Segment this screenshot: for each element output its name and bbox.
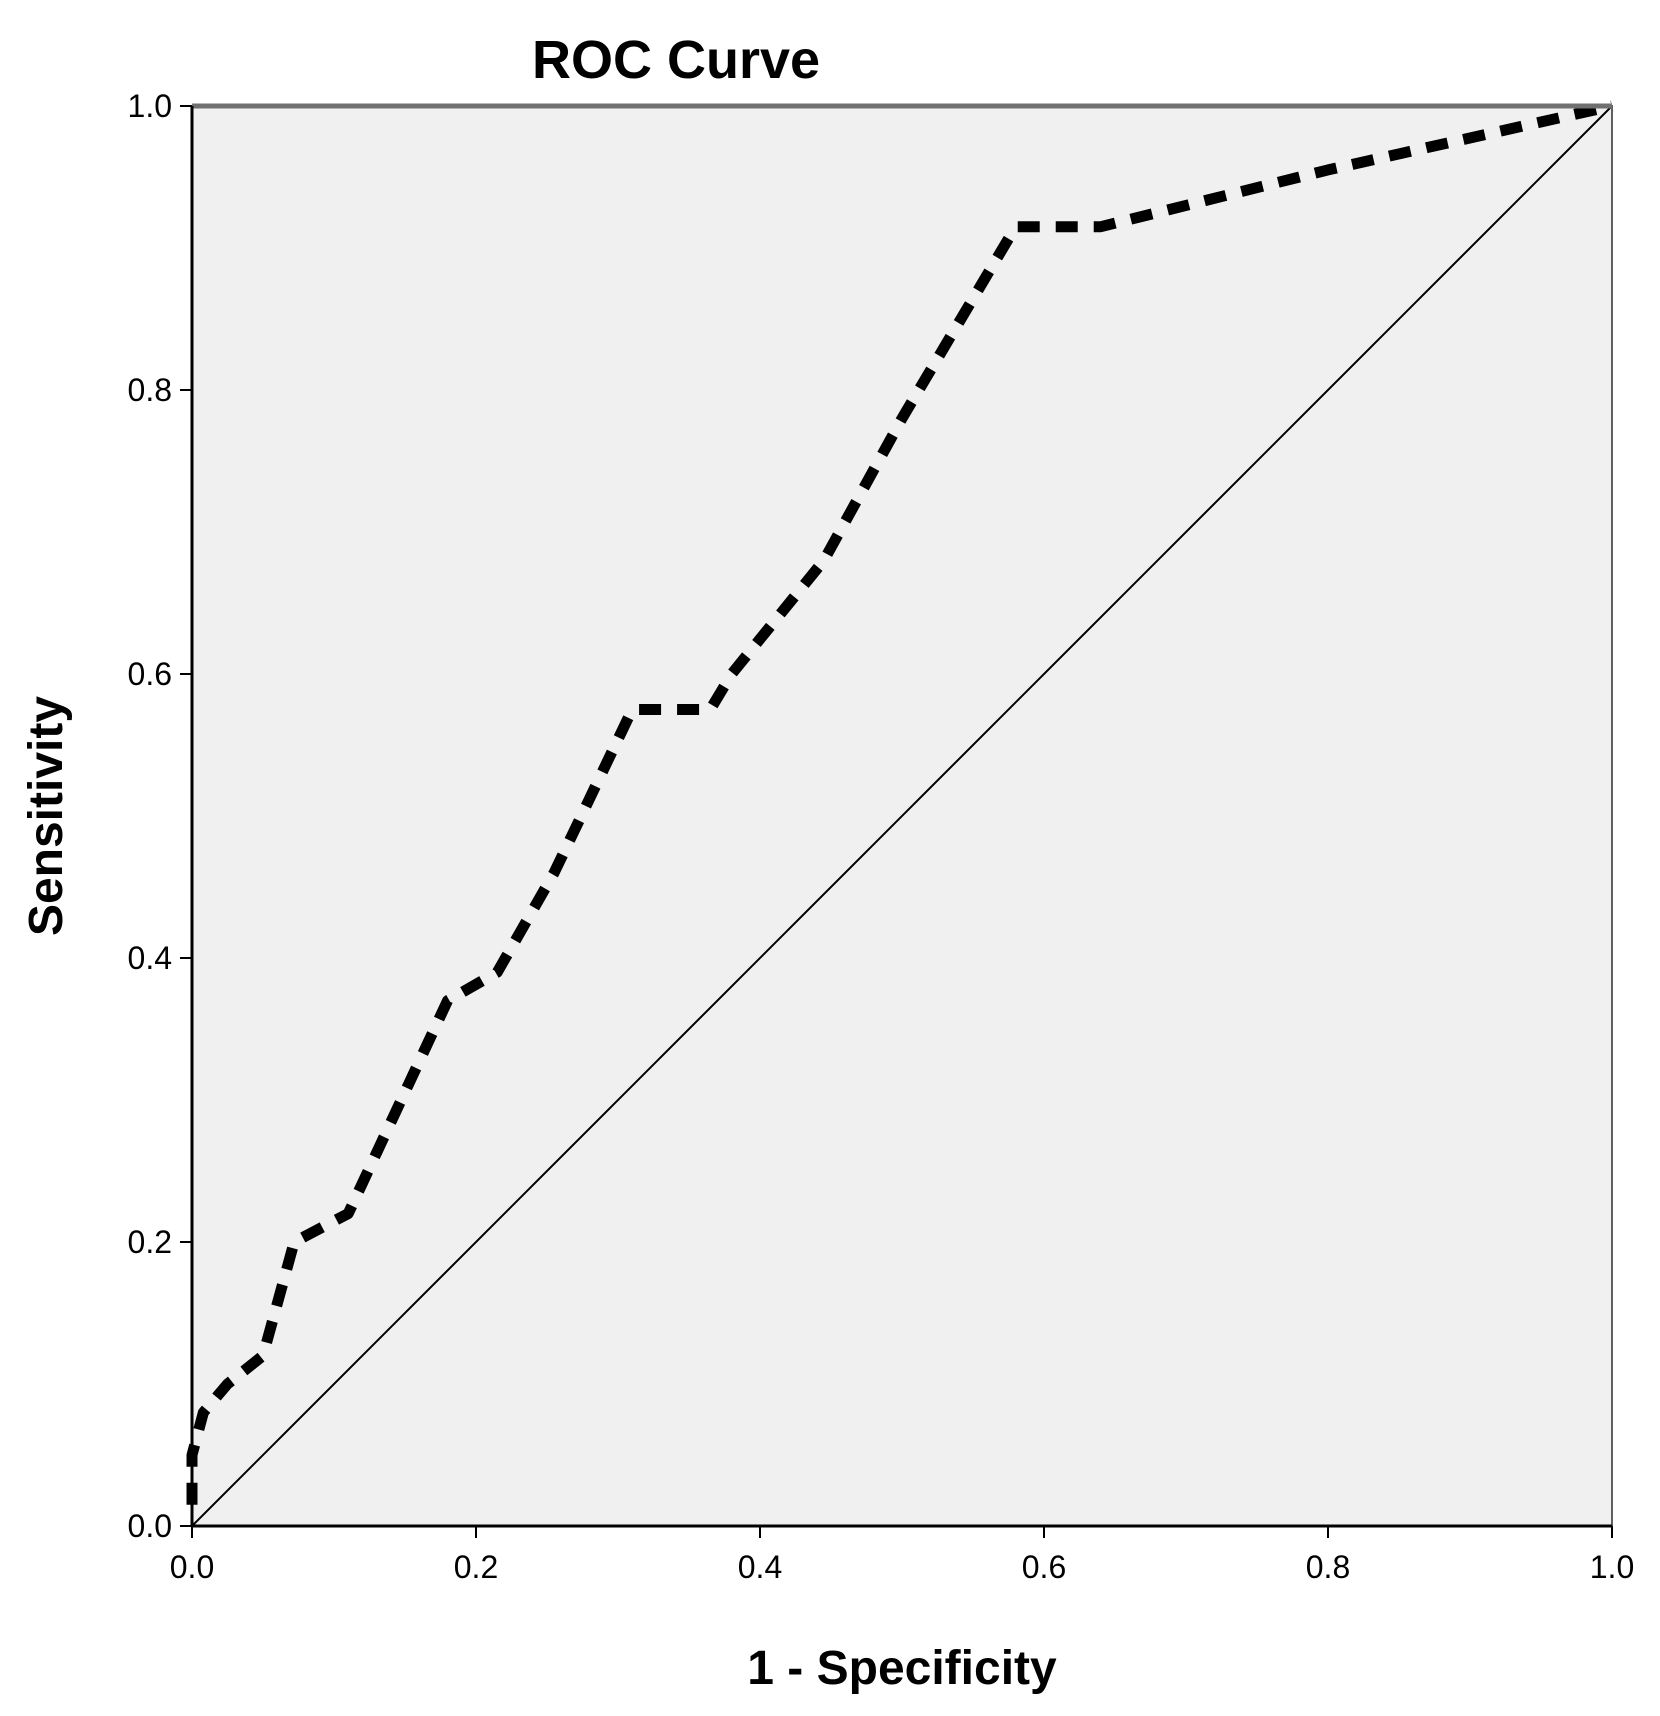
x-tick-label: 0.2 <box>454 1549 498 1585</box>
y-axis-ticks: 0.0 0.2 0.4 0.6 0.8 1.0 <box>128 88 192 1544</box>
x-tick-label: 0.4 <box>738 1549 782 1585</box>
reference-diagonal-line <box>191 105 1613 1527</box>
y-tick-label: 0.8 <box>128 372 172 408</box>
y-tick-label: 0.0 <box>128 1508 172 1544</box>
x-axis-title: 1 - Specificity <box>747 1642 1057 1695</box>
y-tick-label: 0.4 <box>128 940 172 976</box>
x-axis-ticks: 0.0 0.2 0.4 0.6 0.8 1.0 <box>170 1526 1634 1585</box>
y-tick-label: 0.6 <box>128 656 172 692</box>
series-layer <box>186 100 1614 1527</box>
x-tick-label: 0.6 <box>1022 1549 1066 1585</box>
roc-curve-line <box>186 100 1614 1505</box>
y-axis-title: Sensitivity <box>20 696 73 936</box>
x-tick-label: 0.0 <box>170 1549 214 1585</box>
chart-title: ROC Curve <box>532 30 820 90</box>
y-tick-label: 1.0 <box>128 88 172 124</box>
x-tick-label: 1.0 <box>1590 1549 1634 1585</box>
y-tick-label: 0.2 <box>128 1224 172 1260</box>
x-tick-label: 0.8 <box>1306 1549 1350 1585</box>
